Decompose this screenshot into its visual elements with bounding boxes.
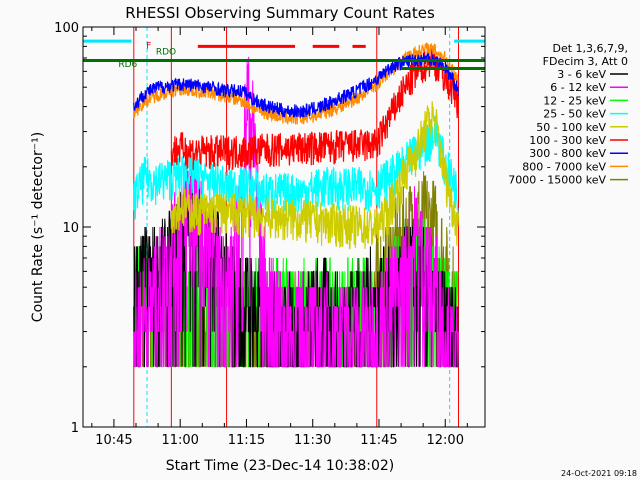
series-line-50to100keV bbox=[170, 101, 459, 250]
x-tick-label-5: 12:00 bbox=[427, 433, 464, 448]
series-line-6to12keV bbox=[133, 56, 459, 368]
annotation-f: F bbox=[146, 42, 151, 52]
x-tick-label-4: 11:45 bbox=[360, 433, 397, 448]
x-tick-label-2: 11:15 bbox=[228, 433, 265, 448]
legend: Det 1,3,6,7,9,FDecim 3, Att 03 - 6 keV6 … bbox=[508, 42, 628, 187]
series-line-100to300keV bbox=[170, 48, 459, 171]
legend-entry-6: 300 - 800 keV bbox=[529, 147, 606, 160]
y-tick-label-1: 10 bbox=[62, 221, 79, 236]
y-axis-label: Count Rate (s⁻¹ detector⁻¹) bbox=[30, 132, 46, 322]
y-tick-label-2: 100 bbox=[54, 21, 79, 36]
legend-entry-7: 800 - 7000 keV bbox=[522, 160, 606, 173]
legend-entry-3: 25 - 50 keV bbox=[543, 108, 606, 121]
legend-header-1: FDecim 3, Att 0 bbox=[543, 55, 628, 68]
footer-date: 24-Oct-2021 09:18 bbox=[561, 469, 637, 478]
x-axis-label: Start Time (23-Dec-14 10:38:02) bbox=[166, 458, 394, 474]
legend-entry-0: 3 - 6 keV bbox=[557, 68, 606, 81]
y-tick-label-0: 1 bbox=[71, 421, 79, 436]
x-tick-label-1: 11:00 bbox=[161, 433, 198, 448]
legend-entry-1: 6 - 12 keV bbox=[550, 81, 606, 94]
plot-area: F RDO RD6 bbox=[83, 27, 485, 427]
series-line-300to800keV bbox=[133, 52, 459, 118]
x-tick-label-0: 10:45 bbox=[95, 433, 132, 448]
legend-entry-4: 50 - 100 keV bbox=[536, 121, 606, 134]
legend-entry-8: 7000 - 15000 keV bbox=[508, 174, 606, 187]
legend-entry-2: 12 - 25 keV bbox=[543, 94, 606, 107]
legend-entry-5: 100 - 300 keV bbox=[529, 134, 606, 147]
axes: 1 10 100 10:45 11:00 11:15 11:30 11:45 12:00 bbox=[54, 21, 486, 448]
annotation-rd6: RD6 bbox=[118, 60, 137, 70]
legend-header-0: Det 1,3,6,7,9, bbox=[552, 42, 628, 55]
chart-title: RHESSI Observing Summary Count Rates bbox=[125, 4, 435, 22]
annotation-rdo: RDO bbox=[156, 47, 176, 57]
x-tick-label-3: 11:30 bbox=[294, 433, 331, 448]
